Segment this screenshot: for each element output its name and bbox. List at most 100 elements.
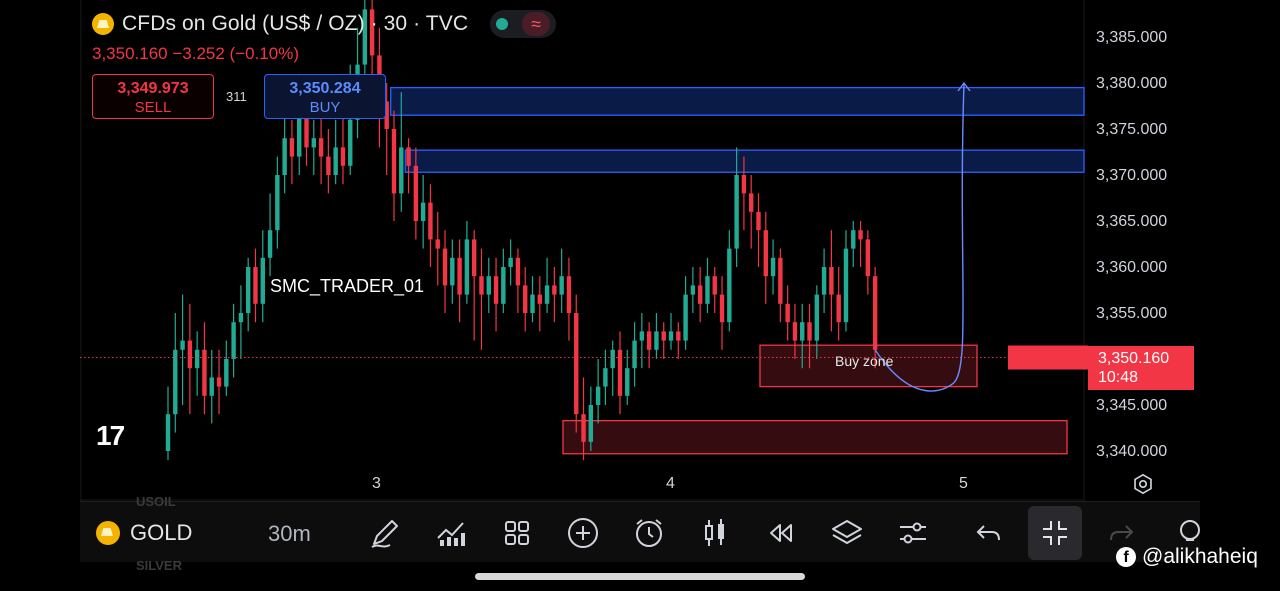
- candle-body: [756, 211, 761, 231]
- symbol-name: GOLD: [130, 520, 193, 545]
- redo-icon[interactable]: [1104, 516, 1138, 550]
- candle-body: [851, 230, 856, 249]
- replay-rewind-icon[interactable]: [764, 516, 798, 550]
- candle-body: [814, 294, 820, 341]
- credit-handle: @alikhaheiq: [1142, 545, 1258, 568]
- candle-body: [282, 138, 287, 175]
- price-tick: 3,340.000: [1096, 443, 1168, 460]
- candle-body: [872, 276, 878, 350]
- symbol-selector[interactable]: GOLD: [96, 520, 192, 546]
- chart-app[interactable]: CFDs on Gold (US$ / OZ) · 30 · TVC ≈ 3,3…: [80, 0, 1200, 573]
- candle-body: [471, 239, 477, 277]
- candle-body: [224, 359, 229, 387]
- price-tick: 3,365.000: [1096, 213, 1168, 230]
- candle-body: [530, 294, 535, 313]
- candle-body: [865, 239, 871, 277]
- symbol-title[interactable]: CFDs on Gold (US$ / OZ) · 30 · TVC: [122, 12, 469, 35]
- candle-body: [566, 276, 572, 313]
- candle-body: [297, 101, 302, 157]
- price-tick: 3,375.000: [1096, 121, 1168, 138]
- alarm-clock-icon[interactable]: [632, 516, 666, 550]
- candle-body: [340, 147, 346, 166]
- candle-body: [719, 294, 725, 323]
- buy-zone-box: [759, 344, 978, 388]
- sell-label: SELL: [134, 99, 172, 116]
- drawing-pen-icon[interactable]: [368, 516, 402, 550]
- candle-body: [450, 257, 455, 286]
- candle-body: [493, 276, 499, 304]
- candle-body: [778, 257, 783, 304]
- candle-body: [537, 294, 542, 304]
- axis-settings-icon[interactable]: [1132, 473, 1154, 495]
- candle-body: [727, 248, 732, 323]
- candle-body: [617, 349, 623, 396]
- candle-body: [749, 193, 754, 212]
- layers-icon[interactable]: [830, 516, 864, 550]
- ghost-symbol-above: USOIL: [136, 494, 176, 509]
- candle-body: [843, 248, 849, 323]
- time-tick: 4: [666, 475, 675, 492]
- candle-body: [807, 322, 812, 341]
- idea-bulb-icon[interactable]: [1166, 516, 1200, 550]
- interval-selector[interactable]: 30m: [268, 521, 311, 546]
- current-price-value: 3,350.160: [1098, 350, 1170, 367]
- bar-countdown: 10:48: [1098, 369, 1139, 386]
- ghost-symbol-below: SILVER: [136, 558, 182, 573]
- gold-coin-icon: [92, 13, 114, 35]
- gold-coin-icon: [96, 521, 120, 545]
- undo-icon[interactable]: [972, 516, 1006, 550]
- facebook-credit: f @alikhaheiq: [1116, 545, 1258, 569]
- sell-button[interactable]: 3,349.973 SELL: [92, 74, 214, 119]
- buy-button[interactable]: 3,350.284 BUY: [264, 74, 386, 119]
- zone-box-3: [562, 419, 1068, 455]
- layout-grid-icon[interactable]: [500, 516, 534, 550]
- candle-body: [574, 313, 579, 415]
- candle-body: [275, 175, 280, 231]
- candle-body: [610, 349, 615, 369]
- candle-body: [165, 414, 171, 451]
- candle-body: [858, 230, 863, 240]
- tradingview-logo[interactable]: 17: [96, 420, 125, 451]
- indicators-icon[interactable]: [434, 516, 468, 550]
- candle-body: [457, 257, 462, 295]
- candle-body: [318, 138, 324, 157]
- candle-body: [792, 322, 798, 341]
- candle-body: [304, 101, 309, 148]
- candle-body: [712, 276, 717, 295]
- candle-body: [544, 285, 550, 304]
- candle-body: [836, 294, 841, 323]
- price-chart[interactable]: [80, 0, 1200, 501]
- candle-body: [632, 340, 637, 369]
- wave-icon: ≈: [522, 12, 551, 36]
- candle-body: [289, 138, 295, 157]
- market-open-icon: [496, 18, 509, 30]
- home-indicator[interactable]: [475, 573, 805, 580]
- price-tick: 3,380.000: [1096, 75, 1168, 92]
- candle-body: [260, 257, 265, 304]
- candle-body: [734, 175, 739, 249]
- zone-box-1: [404, 149, 1085, 173]
- spread-value: 311: [226, 89, 247, 104]
- buy-label: BUY: [309, 99, 341, 116]
- candle-body: [180, 340, 185, 350]
- candle-body: [326, 156, 331, 175]
- candle-body: [603, 368, 608, 387]
- candle-body: [479, 276, 484, 295]
- price-tick: 3,360.000: [1096, 259, 1168, 276]
- candle-body: [821, 267, 827, 295]
- price-tick: 3,370.000: [1096, 167, 1168, 184]
- candle-body: [406, 147, 411, 166]
- market-status-pill[interactable]: ≈: [490, 10, 557, 38]
- fullscreen-toggle-button[interactable]: [1028, 506, 1082, 560]
- candle-body: [588, 405, 594, 442]
- candle-body: [333, 147, 338, 175]
- price-change: 3,350.160 −3.252 (−0.10%): [92, 44, 299, 63]
- candle-body: [238, 313, 244, 323]
- candle-body: [661, 331, 666, 341]
- projection-arrowhead: [957, 81, 971, 92]
- price-tick: 3,355.000: [1096, 305, 1168, 322]
- settings-sliders-icon[interactable]: [896, 516, 930, 550]
- candle-body: [202, 349, 207, 396]
- add-icon[interactable]: [566, 516, 600, 550]
- candlestick-icon[interactable]: [698, 516, 732, 550]
